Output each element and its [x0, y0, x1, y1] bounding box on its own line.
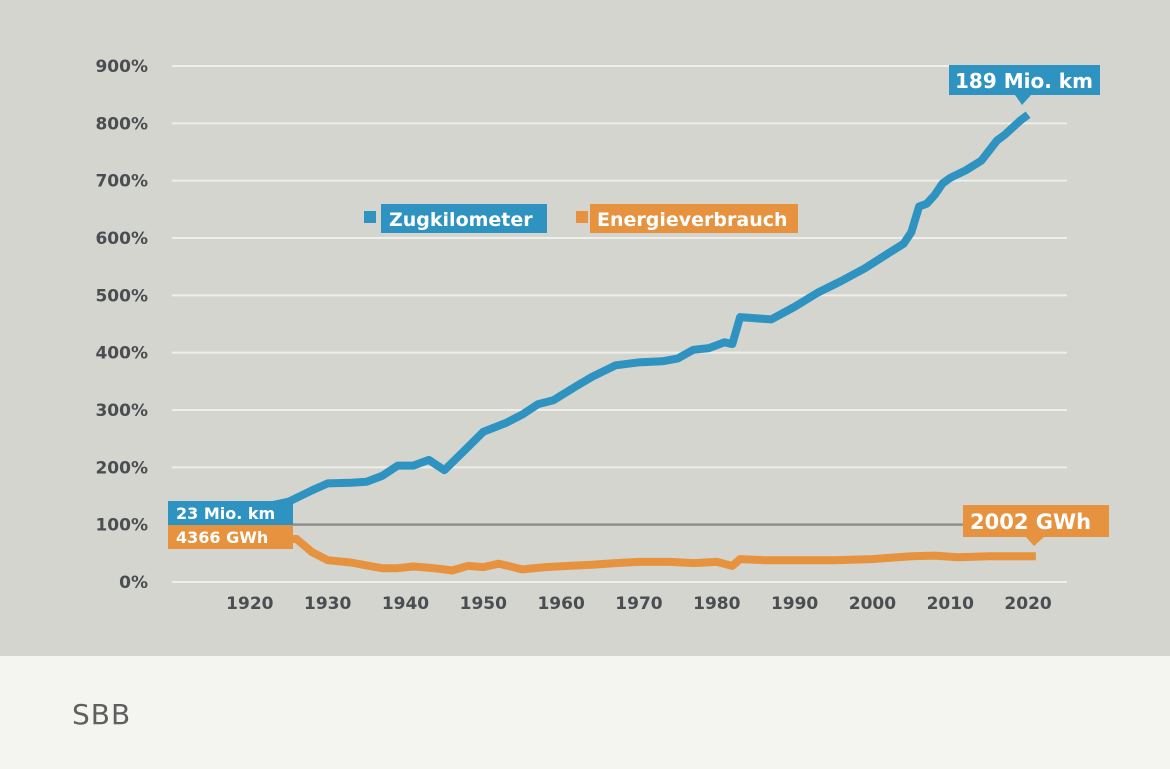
x-tick-2000: 2000 [849, 594, 896, 614]
x-tick-1970: 1970 [615, 594, 662, 614]
y-tick-700: 700% [95, 172, 148, 192]
x-tick-1930: 1930 [304, 594, 351, 614]
series-line-energieverbrauch [179, 533, 1036, 575]
x-tick-2010: 2010 [927, 594, 974, 614]
annotation-pointer-2002-gwh [1026, 537, 1044, 546]
x-tick-1990: 1990 [771, 594, 818, 614]
grid-layer: 0% 100% 200% 300% 400% 500% 600% 700% 800% 900% 19… [95, 57, 1067, 614]
y-tick-200: 200% [95, 458, 148, 478]
x-tick-2020: 2020 [1004, 594, 1051, 614]
annotation-189-mio-km: 189 Mio. km [955, 69, 1093, 93]
y-tick-800: 800% [95, 114, 148, 134]
y-tick-500: 500% [95, 286, 148, 306]
y-tick-100: 100% [95, 516, 148, 536]
x-tick-1960: 1960 [537, 594, 584, 614]
x-tick-1980: 1980 [693, 594, 740, 614]
annotation-box-4366-gwh [168, 525, 293, 549]
label-layer: Zugkilometer Energieverbrauch 189 Mio. k… [168, 65, 1109, 549]
legend-label-zugkilometer: Zugkilometer [389, 209, 533, 231]
caption-source: SBB [72, 698, 132, 731]
legend-box-zugkilometer [381, 204, 547, 233]
x-tick-1940: 1940 [382, 594, 429, 614]
x-tick-1950: 1950 [460, 594, 507, 614]
chart-panel: 0% 100% 200% 300% 400% 500% 600% 700% 800% 900% 19… [0, 0, 1170, 656]
annotation-box-189-mio-km [949, 65, 1100, 95]
legend-swatch-energieverbrauch [576, 211, 588, 223]
y-tick-0: 0% [119, 573, 148, 593]
x-tick-1920: 1920 [226, 594, 273, 614]
y-tick-300: 300% [95, 401, 148, 421]
annotation-4366-gwh: 4366 GWh [176, 528, 268, 547]
legend-label-energieverbrauch: Energieverbrauch [597, 209, 788, 231]
series-layer [178, 111, 1036, 575]
annotation-box-23-mio-km [168, 501, 293, 525]
line-chart: 0% 100% 200% 300% 400% 500% 600% 700% 800% 900% 19… [95, 57, 1109, 614]
y-tick-400: 400% [95, 344, 148, 364]
legend-box-energieverbrauch [590, 204, 798, 233]
annotation-box-2002-gwh [963, 505, 1109, 537]
legend-swatch-zugkilometer [364, 211, 376, 223]
annotation-pointer-189-mio-km [1015, 95, 1031, 105]
y-tick-600: 600% [95, 229, 148, 249]
annotation-2002-gwh: 2002 GWh [970, 510, 1091, 534]
annotation-23-mio-km: 23 Mio. km [176, 504, 275, 523]
y-tick-900: 900% [95, 57, 148, 77]
series-line-zugkilometer [178, 111, 1031, 529]
